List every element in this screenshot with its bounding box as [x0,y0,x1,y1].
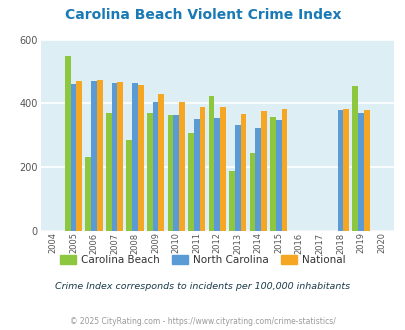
Bar [91,81,97,231]
Bar [76,82,82,231]
Bar [249,152,255,231]
Text: Carolina Beach Violent Crime Index: Carolina Beach Violent Crime Index [64,8,341,22]
Text: Crime Index corresponds to incidents per 100,000 inhabitants: Crime Index corresponds to incidents per… [55,282,350,291]
Bar [352,86,357,231]
Bar [106,113,111,231]
Bar [167,115,173,231]
Bar [117,82,123,231]
Bar [343,110,348,231]
Bar [152,102,158,231]
Bar [126,140,132,231]
Bar [220,107,225,231]
Bar [111,83,117,231]
Bar [173,115,179,231]
Text: © 2025 CityRating.com - https://www.cityrating.com/crime-statistics/: © 2025 CityRating.com - https://www.city… [70,317,335,326]
Bar [65,56,70,231]
Bar [138,85,143,231]
Bar [179,102,184,231]
Bar [188,133,193,231]
Bar [208,96,214,231]
Bar [260,111,266,231]
Bar [193,119,199,231]
Bar [270,117,275,231]
Bar [85,157,91,231]
Bar [281,109,287,231]
Bar [357,113,363,231]
Bar [158,94,164,231]
Bar [255,128,260,231]
Bar [70,83,76,231]
Bar [132,82,138,231]
Bar [228,171,234,231]
Bar [147,113,152,231]
Bar [240,114,246,231]
Legend: Carolina Beach, North Carolina, National: Carolina Beach, North Carolina, National [56,251,349,269]
Bar [199,107,205,231]
Bar [97,80,102,231]
Bar [214,118,220,231]
Bar [363,110,369,231]
Bar [234,125,240,231]
Bar [337,110,343,231]
Bar [275,120,281,231]
